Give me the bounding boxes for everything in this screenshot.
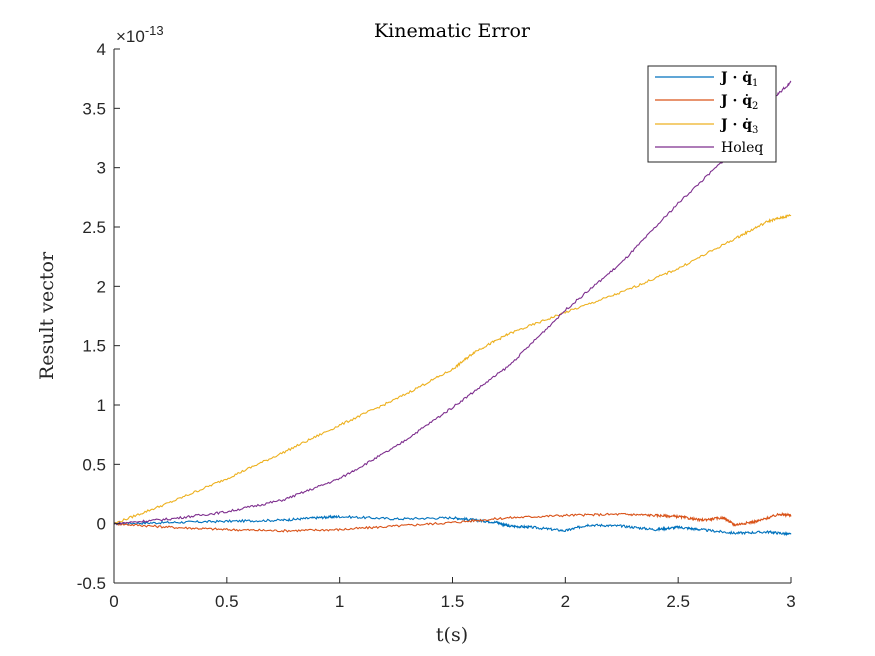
y-exponent-base: ×10: [116, 27, 145, 46]
x-tick-label: 0.5: [215, 592, 239, 611]
x-axis-label: t(s): [436, 624, 468, 646]
y-tick-label: 2.5: [82, 218, 106, 237]
chart-title: Kinematic Error: [374, 20, 531, 42]
y-tick-label: 2: [97, 277, 106, 296]
legend-label-main: J · q̇: [719, 116, 752, 133]
legend-box: [647, 65, 777, 163]
y-tick-label: 1: [97, 396, 106, 415]
x-tick-label: 1: [335, 592, 344, 611]
y-tick-label: 0.5: [82, 455, 106, 474]
series-line-1: [113, 514, 792, 537]
legend-label-subscript: 1: [752, 78, 758, 89]
x-tick-label: 2.5: [666, 592, 690, 611]
legend-label-4: Holeq: [721, 140, 763, 156]
legend-label-2: J · q̇2: [719, 92, 758, 112]
x-ticks: 0 0.5 1 1.5 2 2.5 3: [109, 577, 796, 611]
x-tick-label: 0: [109, 592, 118, 611]
legend-label-main: J · q̇: [719, 92, 752, 109]
y-ticks: -0.5 0 0.5 1 1.5 2 2.5 3 3.5 4: [77, 40, 120, 593]
y-exponent-label: ×10-13: [116, 23, 164, 46]
legend-label-1: J · q̇1: [719, 69, 758, 89]
x-tick-label: 2: [561, 592, 570, 611]
y-tick-label: 0: [97, 515, 106, 534]
y-tick-label: 4: [97, 40, 106, 59]
legend-label-subscript: 3: [752, 125, 758, 136]
y-tick-label: -0.5: [77, 574, 106, 593]
x-tick-label: 3: [786, 592, 795, 611]
y-axis-label: Result vector: [36, 251, 58, 380]
series-line-2: [113, 511, 792, 533]
y-tick-label: 3: [97, 159, 106, 178]
y-tick-label: 3.5: [82, 99, 106, 118]
legend-label-subscript: 2: [752, 101, 758, 112]
x-tick-label: 1.5: [441, 592, 465, 611]
legend-label-main: J · q̇: [719, 69, 752, 86]
legend-label-main: Holeq: [721, 140, 763, 156]
y-exponent-power: -13: [145, 23, 164, 38]
y-tick-label: 1.5: [82, 337, 106, 356]
series-line-3: [113, 213, 792, 525]
legend-label-3: J · q̇3: [719, 116, 758, 136]
